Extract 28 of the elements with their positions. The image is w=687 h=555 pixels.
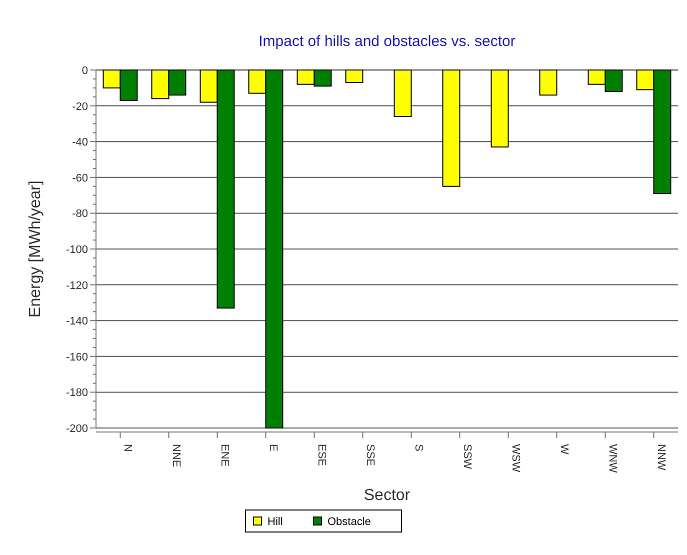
x-tick-label: W [558,444,570,455]
y-tick-label: -60 [72,172,88,184]
x-tick-label: SSE [364,444,376,466]
y-tick-label: -160 [66,351,88,364]
x-tick-label: WSW [509,444,522,473]
x-tick-label: E [266,444,279,452]
x-tick-label: S [412,444,424,452]
legend-label: Hill [268,516,283,528]
x-tick-label: SSW [460,444,473,470]
legend-label: Obstacle [328,516,371,528]
x-tick-label: WNW [606,444,618,474]
chart-title: Impact of hills and obstacles vs. sector [258,33,516,50]
y-tick-label: -40 [72,136,88,149]
y-axis-title: Energy [MWh/year] [27,180,44,318]
y-tick-label: -100 [66,244,88,256]
y-tick-label: -200 [66,423,88,435]
y-tick-label: -180 [66,387,88,400]
x-tick-label: ESE [315,444,328,466]
x-tick-label: ENE [218,444,230,467]
y-tick-label: -120 [66,280,88,292]
y-tick-label: -20 [72,100,88,113]
x-tick-label: N [121,444,134,452]
y-tick-label: 0 [82,65,88,77]
y-tick-label: -140 [66,316,88,328]
x-axis-title: Sector [364,487,411,504]
y-tick-label: -80 [72,208,88,220]
x-tick-label: NNE [170,444,182,468]
x-tick-label: NNW [654,444,667,471]
